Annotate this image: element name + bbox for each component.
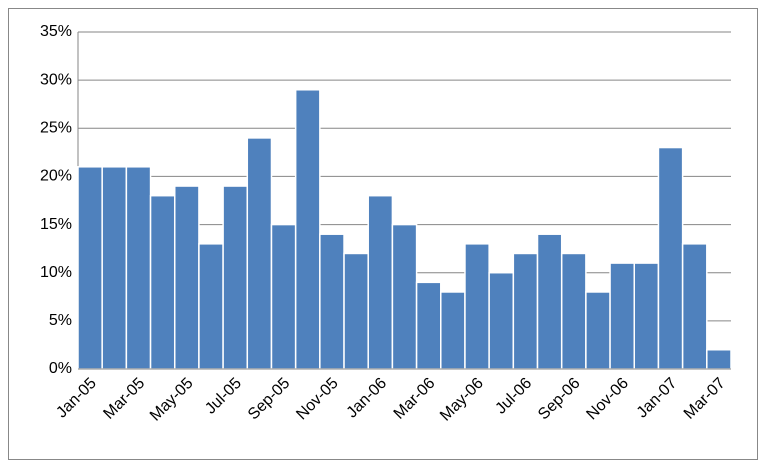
- bar: [488, 271, 515, 370]
- bar: [101, 166, 128, 370]
- bar: [77, 166, 103, 370]
- y-tick-label: 5%: [49, 312, 72, 329]
- bar: [633, 262, 660, 370]
- bar: [585, 291, 611, 370]
- y-tick-label: 10%: [40, 264, 72, 281]
- bar: [681, 243, 708, 370]
- bar: [343, 252, 369, 370]
- bar: [536, 233, 563, 370]
- bar: [415, 281, 442, 370]
- bar: [440, 291, 466, 370]
- y-tick-label: 20%: [40, 168, 72, 185]
- y-tick-label: 0%: [49, 360, 72, 377]
- bar: [270, 223, 297, 370]
- bar: [246, 137, 273, 370]
- bar: [367, 194, 394, 370]
- y-tick-label: 30%: [40, 71, 72, 88]
- bar: [512, 252, 539, 370]
- bar: [173, 185, 200, 370]
- bar: [198, 243, 224, 370]
- bar: [657, 146, 684, 370]
- bar: [294, 89, 321, 370]
- y-tick-label: 25%: [40, 120, 72, 137]
- bar: [609, 262, 636, 370]
- bar: [149, 194, 176, 370]
- bar: [560, 252, 587, 370]
- bar: [706, 348, 732, 370]
- bar: [391, 223, 418, 370]
- bar: [464, 243, 490, 370]
- y-tick-label: 15%: [40, 216, 72, 233]
- bar: [222, 185, 249, 370]
- bar: [125, 166, 152, 370]
- y-tick-label: 35%: [40, 23, 72, 40]
- bar: [319, 233, 345, 370]
